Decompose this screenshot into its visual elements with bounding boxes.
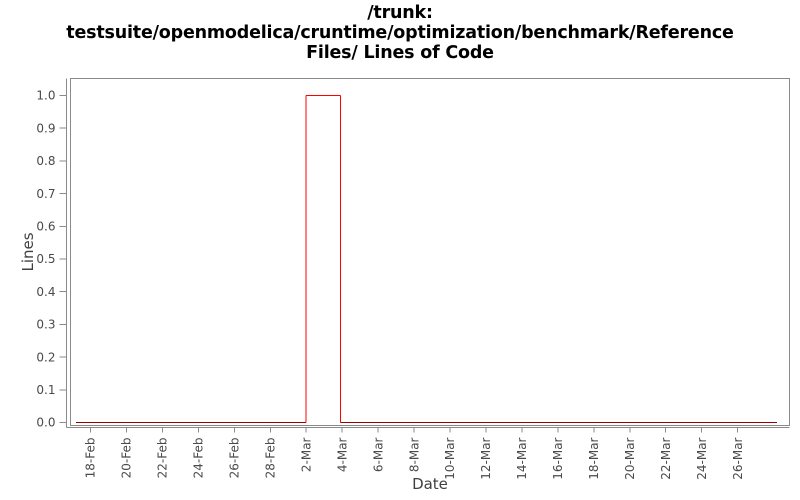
x-tick-label: 12-Mar (479, 437, 493, 479)
y-tick-label: 0.8 (36, 154, 55, 168)
x-tick-label: 18-Mar (587, 437, 601, 479)
plot-border (70, 78, 790, 426)
x-tick-label: 22-Mar (659, 437, 673, 479)
x-tick-label: 8-Mar (407, 437, 421, 472)
x-tick-label: 26-Mar (731, 437, 745, 479)
x-tick-label: 18-Feb (84, 438, 98, 479)
chart-title: /trunk: testsuite/openmodelica/cruntime/… (0, 3, 800, 63)
x-tick-label: 2-Mar (299, 437, 313, 472)
y-tick-label: 0.2 (36, 350, 55, 364)
x-tick-label: 22-Feb (156, 438, 170, 479)
x-tick-label: 10-Mar (443, 437, 457, 479)
x-tick-label: 6-Mar (371, 437, 385, 472)
chart-title-line-1: /trunk: (367, 3, 433, 23)
x-tick-label: 16-Mar (551, 437, 565, 479)
x-tick-label: 20-Mar (623, 437, 637, 479)
x-axis-title: Date (412, 475, 448, 493)
y-tick-label: 0.6 (36, 220, 55, 234)
y-tick-label: 0.9 (36, 121, 55, 135)
y-tick-label: 0.0 (36, 416, 55, 430)
chart-title-line-2: testsuite/openmodelica/cruntime/optimiza… (66, 23, 734, 43)
x-tick-label: 20-Feb (120, 438, 134, 479)
y-tick-label: 0.5 (36, 252, 55, 266)
x-tick-label: 24-Feb (192, 438, 206, 479)
y-tick-label: 0.4 (36, 285, 55, 299)
x-tick-label: 14-Mar (515, 437, 529, 479)
x-tick-label: 4-Mar (335, 437, 349, 472)
y-tick-label: 0.7 (36, 187, 55, 201)
y-axis-title: Lines (19, 232, 37, 271)
y-tick-label: 0.1 (36, 383, 55, 397)
y-tick-label: 1.0 (36, 89, 55, 103)
chart-title-line-3: Files/ Lines of Code (306, 43, 494, 63)
x-tick-label: 24-Mar (695, 437, 709, 479)
x-tick-label: 26-Feb (228, 438, 242, 479)
x-tick-label: 28-Feb (263, 438, 277, 479)
y-tick-label: 0.3 (36, 318, 55, 332)
